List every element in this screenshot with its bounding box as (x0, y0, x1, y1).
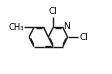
Text: Cl: Cl (48, 7, 57, 16)
Text: CH₃: CH₃ (8, 23, 24, 32)
Text: Cl: Cl (78, 32, 87, 42)
Text: N: N (63, 22, 69, 31)
